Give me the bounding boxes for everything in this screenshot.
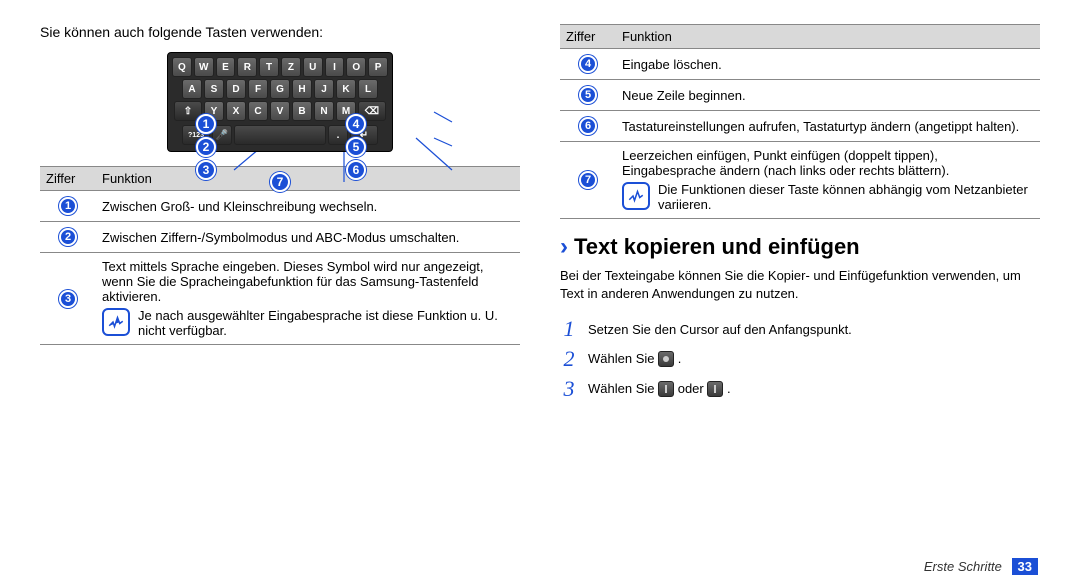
page-footer: Erste Schritte 33 <box>924 559 1038 574</box>
steps-list: 1 Setzen Sie den Cursor auf den Anfangsp… <box>560 312 1040 406</box>
intro-text: Sie können auch folgende Tasten verwende… <box>40 24 520 40</box>
row-badge-2: 2 <box>59 228 77 246</box>
cursor-icon-b <box>707 381 723 397</box>
chevron-icon: › <box>560 233 568 261</box>
row-badge-6: 6 <box>579 117 597 135</box>
key-s: S <box>204 79 224 99</box>
th-ziffer: Ziffer <box>40 167 96 191</box>
callout-2: 2 <box>196 137 216 157</box>
key-t: T <box>259 57 279 77</box>
row-badge-3: 3 <box>59 290 77 308</box>
row-badge-4: 4 <box>579 55 597 73</box>
left-function-table: Ziffer Funktion 1 Zwischen Groß- und Kle… <box>40 166 520 345</box>
key-a: A <box>182 79 202 99</box>
callout-bottom: 7 <box>270 172 290 192</box>
key-d: D <box>226 79 246 99</box>
select-icon <box>658 351 674 367</box>
left-column: Sie können auch folgende Tasten verwende… <box>40 24 520 576</box>
row-badge-5: 5 <box>579 86 597 104</box>
note-text: Die Funktionen dieser Taste können abhän… <box>658 182 1034 212</box>
key-v: V <box>270 101 290 121</box>
step-2: 2 Wählen Sie . <box>560 346 1040 372</box>
key-u: U <box>303 57 323 77</box>
key-c: C <box>248 101 268 121</box>
th-funktion: Funktion <box>616 25 1040 49</box>
page-number: 33 <box>1012 558 1038 575</box>
key-x: X <box>226 101 246 121</box>
row-text: Zwischen Groß- und Kleinschreibung wechs… <box>96 191 520 222</box>
key-k: K <box>336 79 356 99</box>
key-space <box>234 125 326 145</box>
section-paragraph: Bei der Texteingabe können Sie die Kopie… <box>560 267 1040 302</box>
right-function-table: Ziffer Funktion 4 Eingabe löschen. 5 Neu… <box>560 24 1040 219</box>
footer-label: Erste Schritte <box>924 559 1002 574</box>
callout-6: 6 <box>346 160 366 180</box>
table-row: 6 Tastatureinstellungen aufrufen, Tastat… <box>560 111 1040 142</box>
callout-7: 7 <box>270 172 290 192</box>
key-e: E <box>216 57 236 77</box>
note-icon <box>102 308 130 336</box>
key-r: R <box>237 57 257 77</box>
key-g: G <box>270 79 290 99</box>
key-h: H <box>292 79 312 99</box>
section-heading: › Text kopieren und einfügen <box>560 233 1040 261</box>
key-n: N <box>314 101 334 121</box>
keyboard-diagram: QWERTZUIOP ASDFGHJKL ⇧ YXCVBNM ⌫ ?123 🎤 … <box>40 52 520 152</box>
key-l: L <box>358 79 378 99</box>
key-dot: . <box>328 125 348 145</box>
key-w: W <box>194 57 214 77</box>
th-funktion: Funktion <box>96 167 520 191</box>
right-column: Ziffer Funktion 4 Eingabe löschen. 5 Neu… <box>560 24 1040 576</box>
row-badge-1: 1 <box>59 197 77 215</box>
row-badge-7: 7 <box>579 171 597 189</box>
row-text: Tastatureinstellungen aufrufen, Tastatur… <box>616 111 1040 142</box>
table-row: 1 Zwischen Groß- und Kleinschreibung wec… <box>40 191 520 222</box>
callout-3: 3 <box>196 160 216 180</box>
row-text: Neue Zeile beginnen. <box>616 80 1040 111</box>
table-row: 3 Text mittels Sprache eingeben. Dieses … <box>40 253 520 345</box>
key-i: I <box>325 57 345 77</box>
key-o: O <box>346 57 366 77</box>
step-3: 3 Wählen Sie oder . <box>560 376 1040 402</box>
callout-4: 4 <box>346 114 366 134</box>
key-z: Z <box>281 57 301 77</box>
note-text: Je nach ausgewählter Eingabesprache ist … <box>138 308 514 338</box>
key-j: J <box>314 79 334 99</box>
table-row: 4 Eingabe löschen. <box>560 49 1040 80</box>
callouts-right: 4 5 6 <box>346 114 366 180</box>
row-text: Text mittels Sprache eingeben. Dieses Sy… <box>96 253 520 345</box>
callout-5: 5 <box>346 137 366 157</box>
row-text: Leerzeichen einfügen, Punkt einfügen (do… <box>616 142 1040 219</box>
step-1: 1 Setzen Sie den Cursor auf den Anfangsp… <box>560 316 1040 342</box>
cursor-icon-a <box>658 381 674 397</box>
row-text: Eingabe löschen. <box>616 49 1040 80</box>
callout-1: 1 <box>196 114 216 134</box>
key-q: Q <box>172 57 192 77</box>
note-icon <box>622 182 650 210</box>
row-text: Zwischen Ziffern-/Symbolmodus und ABC-Mo… <box>96 222 520 253</box>
key-f: F <box>248 79 268 99</box>
key-p: P <box>368 57 388 77</box>
callouts-left: 1 2 3 <box>196 114 216 180</box>
th-ziffer: Ziffer <box>560 25 616 49</box>
table-row: 5 Neue Zeile beginnen. <box>560 80 1040 111</box>
table-row: 2 Zwischen Ziffern-/Symbolmodus und ABC-… <box>40 222 520 253</box>
table-row: 7 Leerzeichen einfügen, Punkt einfügen (… <box>560 142 1040 219</box>
key-b: B <box>292 101 312 121</box>
